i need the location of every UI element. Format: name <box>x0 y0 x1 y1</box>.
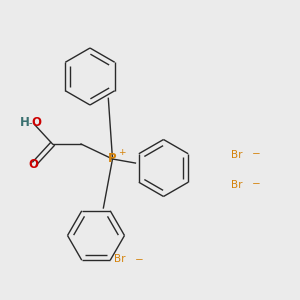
Text: −: − <box>252 179 261 190</box>
Text: +: + <box>118 148 126 157</box>
Text: Br: Br <box>114 254 125 265</box>
Text: −: − <box>252 149 261 160</box>
Text: Br: Br <box>231 179 242 190</box>
Text: −: − <box>135 254 144 265</box>
Text: O: O <box>31 116 41 130</box>
Text: -: - <box>29 118 32 128</box>
Text: P: P <box>108 152 117 166</box>
Text: Br: Br <box>231 149 242 160</box>
Text: H: H <box>20 116 29 130</box>
Text: O: O <box>28 158 38 172</box>
